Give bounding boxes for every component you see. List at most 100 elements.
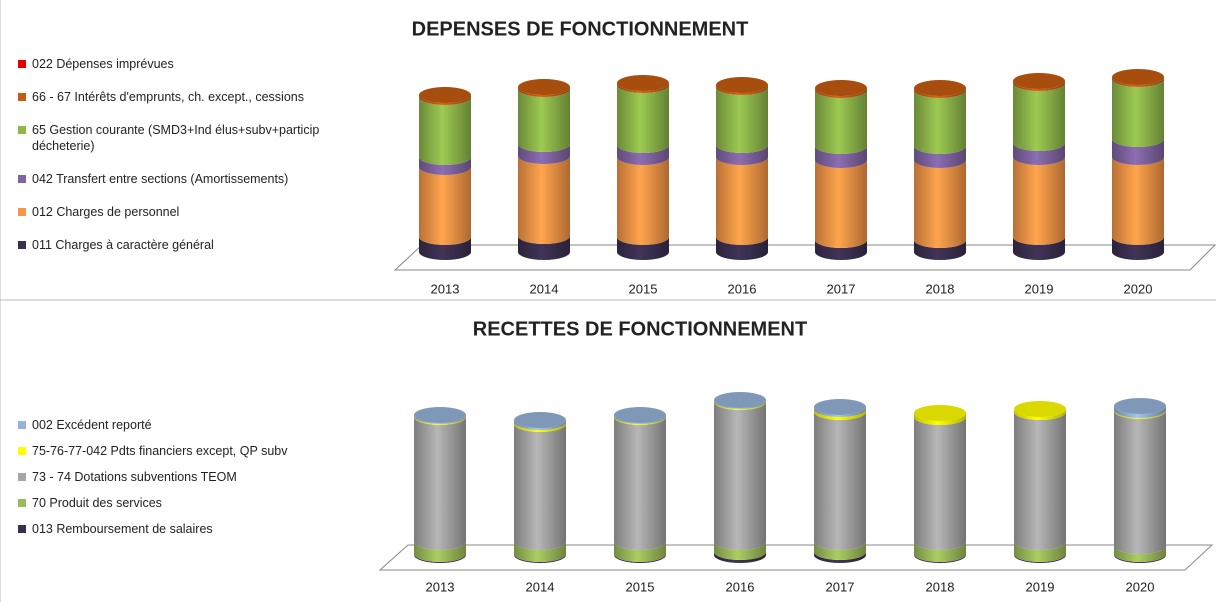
bar-segment: [419, 237, 471, 260]
legend-swatch: [18, 241, 26, 249]
bar-segment: [419, 97, 471, 165]
bar-segment: [514, 542, 566, 562]
bar-segment: [1112, 237, 1164, 260]
legend-label: 022 Dépenses imprévues: [32, 57, 174, 71]
legend: 002 Excédent reporté 75-76-77-042 Pdts fi…: [18, 417, 358, 537]
x-tick-label: 2016: [726, 579, 755, 594]
x-tick-label: 2014: [530, 281, 559, 296]
bar-segment: [1014, 409, 1066, 420]
bar-segment: [1112, 77, 1164, 87]
bar-segment: [914, 542, 966, 562]
bar-segment: [716, 87, 768, 153]
bar-segment: [1114, 411, 1166, 554]
bar-segment: [514, 424, 566, 550]
bar-cap: [815, 80, 867, 96]
floor: [393, 244, 1216, 271]
bar-cap: [419, 87, 471, 103]
bar-segment: [914, 417, 966, 550]
bar-segment: [1114, 406, 1166, 418]
chart-title: RECETTES DE FONCTIONNEMENT: [473, 318, 807, 340]
bar-segment: [1013, 81, 1065, 91]
legend-swatch: [18, 447, 26, 455]
bar-cap: [714, 392, 766, 408]
bar-segment: [914, 413, 966, 425]
legend-swatch: [18, 175, 26, 183]
bar-cap: [617, 75, 669, 91]
chart-title: DEPENSES DE FONCTIONNEMENT: [412, 18, 749, 40]
x-tick-label: 2017: [827, 281, 856, 296]
x-tick-label: 2019: [1025, 281, 1054, 296]
x-tick-label: 2013: [431, 281, 460, 296]
bar-segment: [716, 157, 768, 245]
bar-segment: [814, 552, 866, 563]
bar-segment: [716, 85, 768, 95]
bar-segment: [714, 402, 766, 550]
bar-segment: [815, 88, 867, 98]
x-tick-label: 2015: [629, 281, 658, 296]
bar-cap: [614, 407, 666, 423]
x-tick-label: 2014: [526, 579, 555, 594]
bar-segment: [1013, 83, 1065, 151]
x-tick-label: 2013: [426, 579, 455, 594]
bar-segment: [617, 145, 669, 165]
bar-segment: [419, 157, 471, 175]
bar-segment: [1013, 143, 1065, 165]
bar-segment: [814, 412, 866, 550]
legend-label: 70 Produit des services: [32, 496, 162, 510]
bar-segment: [514, 420, 566, 430]
bar-segment: [617, 237, 669, 260]
bar-cap: [716, 77, 768, 93]
legend-swatch: [18, 499, 26, 507]
legend-item: 011 Charges à caractère général: [18, 237, 358, 253]
legend-swatch: [18, 208, 26, 216]
legend-label: 65 Gestion courante (SMD3+Ind élus+subv+…: [32, 123, 320, 153]
bar-segment: [518, 236, 570, 260]
legend-item: 002 Excédent reporté: [18, 417, 358, 433]
legend-item: 66 - 67 Intérêts d'emprunts, ch. except.…: [18, 89, 358, 105]
legend-item: 65 Gestion courante (SMD3+Ind élus+subv+…: [18, 122, 358, 154]
bar-cap: [814, 399, 866, 415]
floor: [378, 544, 1214, 571]
legend-swatch: [18, 525, 26, 533]
bar-segment: [914, 90, 966, 154]
bar-segment: [617, 157, 669, 245]
bar-cap: [1014, 401, 1066, 417]
x-tick-label: 2018: [926, 579, 955, 594]
legend-item: 012 Charges de personnel: [18, 204, 358, 220]
legend-item: 013 Remboursement de salaires: [18, 521, 358, 537]
bar-segment: [419, 167, 471, 245]
x-tick-label: 2019: [1026, 579, 1055, 594]
bar-segment: [1112, 157, 1164, 245]
bar-segment: [518, 156, 570, 244]
bar-segment: [914, 240, 966, 260]
legend-swatch: [18, 93, 26, 101]
bar-segment: [814, 542, 866, 560]
bar-segment: [617, 85, 669, 153]
bar-segment: [518, 144, 570, 164]
bar-segment: [1112, 79, 1164, 147]
bar-segment: [814, 409, 866, 420]
bar-segment: [1013, 237, 1065, 260]
bar-segment: [815, 90, 867, 154]
legend-label: 75-76-77-042 Pdts financiers except, QP …: [32, 444, 288, 458]
legend-swatch: [18, 126, 26, 134]
x-tick-label: 2016: [728, 281, 757, 296]
legend-item: 73 - 74 Dotations subventions TEOM: [18, 469, 358, 485]
bar-cap: [1013, 73, 1065, 89]
bar-segment: [714, 552, 766, 563]
legend-item: 042 Transfert entre sections (Amortissem…: [18, 171, 358, 187]
bar-segment: [617, 83, 669, 93]
x-tick-label: 2020: [1126, 579, 1155, 594]
bar-segment: [815, 240, 867, 260]
x-tick-label: 2020: [1124, 281, 1153, 296]
bar-cap: [414, 407, 466, 423]
bar-segment: [419, 95, 471, 105]
bar-segment: [414, 417, 466, 550]
legend-item: 70 Produit des services: [18, 495, 358, 511]
legend-label: 012 Charges de personnel: [32, 205, 180, 219]
bar-segment: [814, 407, 866, 417]
bar-segment: [716, 237, 768, 260]
legend-swatch: [18, 60, 26, 68]
bar-segment: [518, 87, 570, 97]
